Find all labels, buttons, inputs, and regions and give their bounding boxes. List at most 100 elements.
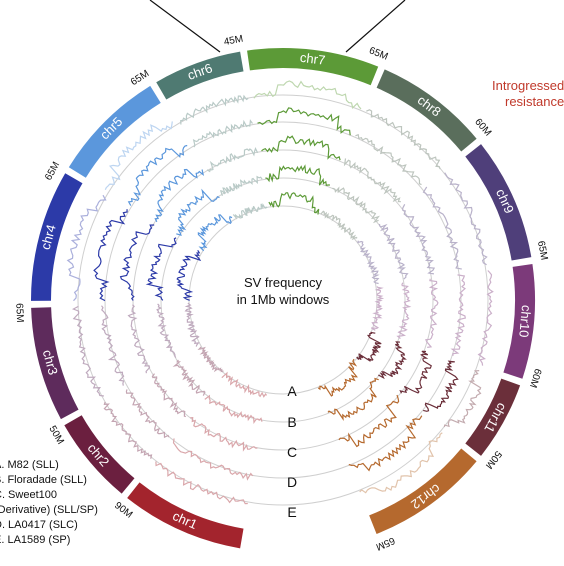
chromosome-label-chr4: chr4 [38, 223, 59, 251]
track-trace-e-chr1 [221, 371, 268, 398]
track-trace-a-chr9 [444, 172, 488, 266]
track-trace-e-chr2 [197, 346, 224, 373]
chromosome-segment-chr7 [247, 48, 379, 86]
track-trace-c-chr5 [154, 168, 205, 223]
chromosome-segment-chr11 [465, 378, 521, 456]
track-trace-d-chr9 [378, 223, 409, 280]
ring-label-d: D [287, 474, 297, 490]
track-trace-a-chr2 [103, 401, 153, 459]
chromosome-segment-chr6 [156, 51, 244, 100]
chromosome-segment-chr5 [68, 85, 161, 178]
track-trace-d-chr12 [327, 377, 379, 421]
track-trace-c-chr2 [151, 373, 186, 418]
tick-label-chr12: 65M [374, 534, 396, 552]
track-trace-e-chr10 [370, 286, 385, 331]
track-trace-b-chr2 [125, 389, 170, 439]
track-trace-c-chr1 [190, 417, 258, 452]
legend-item-b: B. Floradade (SLL) [0, 474, 87, 486]
tick-label-chr3: 65M [13, 303, 25, 323]
legend-item-d: D. LA0417 (SLC) [0, 519, 78, 531]
ring-label-c: C [287, 444, 297, 460]
track-trace-e-chr12 [317, 358, 358, 397]
track-trace-e-chr11 [356, 331, 382, 362]
track-trace-c-chr6 [206, 147, 259, 173]
track-trace-d-chr1 [204, 394, 263, 424]
track-trace-a-chr4 [66, 194, 107, 302]
chromosome-label-chr3: chr3 [40, 348, 61, 376]
track-ring-d [160, 177, 406, 423]
track-trace-a-chr5 [104, 121, 173, 191]
track-trace-b-chr1 [172, 438, 254, 481]
introgressed-note-line1: Introgressed [492, 78, 564, 93]
track-trace-e-chr6 [232, 203, 268, 220]
track-trace-a-chr7 [253, 80, 362, 110]
tick-label-chr9: 65M [535, 240, 549, 261]
track-trace-a-chr6 [180, 94, 249, 125]
track-trace-b-chr5 [127, 144, 188, 206]
sv-frequency-tracks [66, 80, 494, 506]
track-trace-d-chr6 [219, 175, 263, 196]
track-trace-a-chr11 [443, 370, 482, 428]
tick-label-chr11: 50M [483, 448, 504, 470]
track-trace-d-chr4 [145, 237, 177, 301]
track-trace-c-chr9 [402, 204, 436, 275]
tick-label-chr6: 45M [223, 34, 244, 48]
chromosome-label-chr10: chr10 [516, 304, 534, 338]
track-trace-c-chr12 [338, 394, 400, 448]
track-trace-b-chr3 [101, 305, 125, 386]
chromosome-label-chr7: chr7 [299, 50, 326, 68]
legend-item-a: A. M82 (SLL) [0, 459, 59, 471]
track-trace-b-chr9 [422, 186, 462, 270]
track-trace-e-chr8 [320, 210, 358, 241]
track-trace-e-chr9 [357, 240, 380, 285]
track-trace-c-chr10 [425, 278, 439, 348]
track-trace-d-chr2 [172, 359, 206, 396]
tick-label-chr1: 90M [112, 500, 134, 521]
track-trace-b-chr7 [257, 107, 351, 136]
track-trace-b-chr11 [423, 360, 459, 412]
tick-label-chr7: 65M [367, 45, 389, 62]
track-trace-e-chr5 [197, 214, 233, 252]
track-trace-d-chr5 [176, 188, 220, 236]
chromosome-segment-chr1 [127, 482, 244, 549]
track-trace-a-chr12 [359, 432, 443, 494]
chromosome-segment-chr12 [369, 448, 477, 534]
track-trace-a-chr3 [71, 305, 104, 397]
tick-label-chr10: 60M [527, 367, 543, 389]
track-trace-a-chr10 [477, 270, 494, 366]
tick-label-chr4: 65M [43, 160, 62, 182]
track-trace-c-chr11 [399, 350, 432, 394]
track-trace-c-chr7 [261, 135, 341, 161]
track-trace-d-chr8 [332, 186, 380, 224]
track-trace-b-chr4 [93, 209, 128, 302]
ring-label-b: B [287, 414, 296, 430]
track-trace-d-chr3 [156, 303, 177, 358]
tick-label-chr5: 65M [129, 68, 151, 88]
tick-label-chr8: 60M [472, 117, 493, 139]
track-trace-c-chr8 [343, 158, 401, 203]
track-trace-b-chr8 [355, 133, 422, 186]
chromosome-segment-chr8 [376, 69, 477, 152]
legend-item-c: C. Sweet100 [0, 489, 57, 501]
ring-label-a: A [287, 383, 297, 399]
track-trace-a-chr8 [366, 109, 441, 170]
track-trace-b-chr6 [192, 119, 253, 148]
chromosome-segment-chr4 [30, 173, 83, 301]
chromosome-segment-chr2 [64, 415, 135, 494]
legend-item-e: E. LA1589 (SP) [0, 534, 70, 546]
track-trace-d-chr7 [265, 164, 330, 186]
track-trace-e-chr7 [268, 192, 320, 215]
track-trace-c-chr4 [119, 224, 155, 301]
track-trace-c-chr3 [127, 304, 151, 374]
tick-label-chr2: 50M [46, 424, 65, 446]
ring-label-e: E [287, 504, 296, 520]
track-ring-a [77, 94, 489, 506]
legend: A. M82 (SLL) B. Floradade (SLL) C. Sweet… [0, 459, 98, 546]
track-trace-e-chr3 [184, 302, 200, 347]
chromosome-segment-chr3 [31, 307, 79, 420]
track-trace-e-chr4 [176, 249, 202, 301]
center-title-line1: SV frequency [244, 275, 323, 290]
legend-item-c-derivative: (Derivative) (SLL/SP) [0, 504, 98, 516]
introgressed-note-line2: resistance [505, 94, 564, 109]
